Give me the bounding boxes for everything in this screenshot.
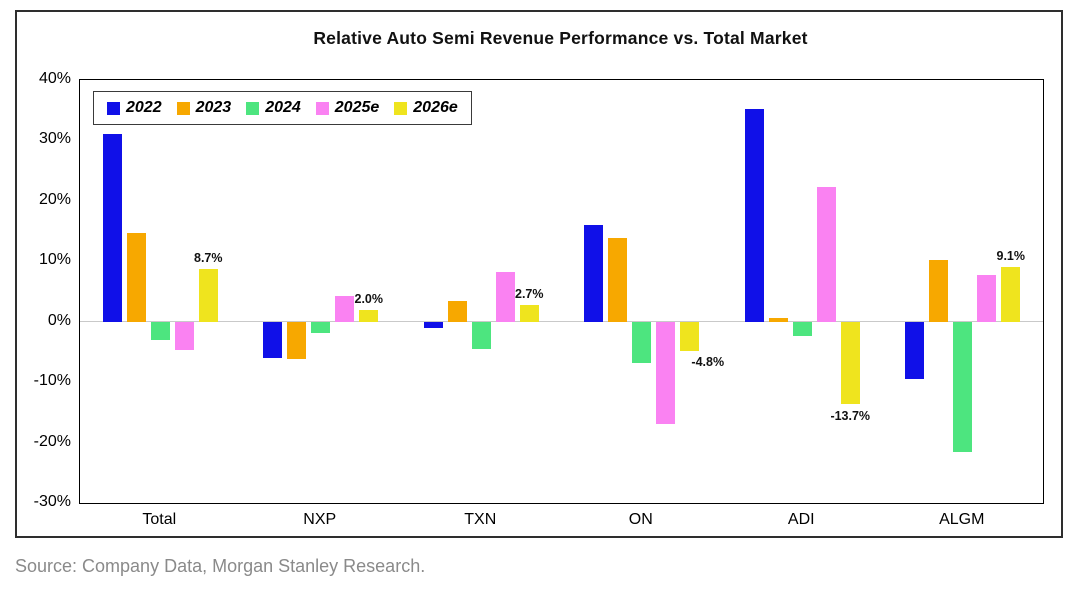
bar-2024-TXN [471, 321, 491, 349]
x-tick-label-ON: ON [628, 511, 653, 528]
chart-title: Relative Auto Semi Revenue Performance v… [313, 28, 808, 48]
legend-label: 2025e [334, 99, 380, 116]
x-tick-label-TXN: TXN [464, 511, 497, 528]
bar-2022-ADI [744, 109, 764, 322]
bar-2022-Total [102, 134, 122, 322]
data-label-2026e-ADI: -13.7% [830, 408, 871, 423]
bar-2023-TXN [447, 301, 467, 322]
data-label-2026e-Total: 8.7% [194, 251, 223, 266]
legend-item-2024: 2024 [246, 99, 301, 117]
y-tick-label: -30% [33, 493, 71, 510]
bar-2023-ADI [768, 318, 788, 322]
bar-2026e-Total [198, 269, 218, 322]
bar-2023-NXP [287, 321, 307, 360]
bar-2024-ALGM [953, 321, 973, 452]
y-tick-label: 40% [38, 70, 71, 87]
bar-2025e-ON [656, 321, 676, 425]
legend-swatch-icon [107, 101, 120, 115]
bar-2026e-ALGM [1001, 266, 1021, 322]
legend: 2022 2023 2024 2025e 2026e [93, 91, 472, 125]
bar-2023-ON [608, 238, 628, 322]
data-label-2026e-ALGM: 9.1% [996, 248, 1026, 263]
legend-item-2023: 2023 [176, 99, 232, 117]
bar-2025e-Total [174, 321, 194, 351]
y-tick-label: 10% [38, 251, 71, 269]
legend-label: 2023 [195, 99, 232, 116]
legend-label: 2026e [413, 99, 458, 116]
bar-2022-NXP [263, 321, 283, 358]
bar-2026e-TXN [519, 305, 539, 322]
chart-card: Relative Auto Semi Revenue Performance v… [15, 10, 1063, 538]
bar-2022-ON [584, 225, 604, 322]
bar-2024-ON [632, 321, 652, 363]
y-tick-label: -10% [33, 372, 71, 390]
bar-2026e-NXP [359, 309, 379, 322]
bar-2022-ALGM [905, 321, 925, 380]
bar-2023-Total [126, 232, 146, 322]
x-tick-label-ALGM: ALGM [939, 511, 985, 528]
bar-2022-TXN [423, 321, 443, 328]
y-tick-label: 0% [47, 311, 71, 329]
bar-2024-NXP [311, 321, 331, 333]
bar-2024-Total [150, 321, 170, 340]
y-tick-label: 30% [38, 130, 71, 148]
data-label-2026e-NXP: 2.0% [354, 291, 384, 306]
legend-item-2026e: 2026e [394, 99, 458, 117]
bar-2025e-NXP [335, 295, 355, 322]
bar-2026e-ADI [840, 321, 860, 405]
legend-swatch-icon [246, 101, 260, 115]
x-tick-label-NXP: NXP [303, 511, 337, 528]
y-tick-label: 20% [38, 190, 71, 208]
bar-2024-ADI [792, 321, 812, 337]
data-label-2026e-TXN: 2.7% [515, 287, 544, 302]
bar-2025e-ADI [816, 186, 836, 322]
bar-2023-ALGM [929, 260, 949, 322]
plot-area: 8.7% 2.0% 2.7% -4.8% -13.7% 9.1% 2022 2023 2024 2… [79, 79, 1044, 504]
legend-label: 2022 [126, 99, 162, 116]
legend-swatch-icon [394, 101, 408, 115]
bar-2025e-TXN [495, 271, 515, 322]
x-tick-label-ADI: ADI [787, 511, 815, 528]
legend-item-2022: 2022 [107, 99, 162, 117]
x-tick-label-Total: Total [142, 511, 177, 528]
bar-2025e-ALGM [977, 274, 997, 322]
source-attribution: Source: Company Data, Morgan Stanley Res… [15, 556, 426, 576]
bar-2026e-ON [680, 321, 700, 351]
zero-gridline [80, 321, 1043, 323]
legend-item-2025e: 2025e [315, 99, 380, 117]
legend-swatch-icon [176, 101, 190, 115]
data-label-2026e-ON: -4.8% [691, 354, 725, 369]
y-tick-label: -20% [33, 432, 71, 450]
legend-swatch-icon [315, 101, 329, 115]
legend-label: 2024 [265, 99, 301, 116]
